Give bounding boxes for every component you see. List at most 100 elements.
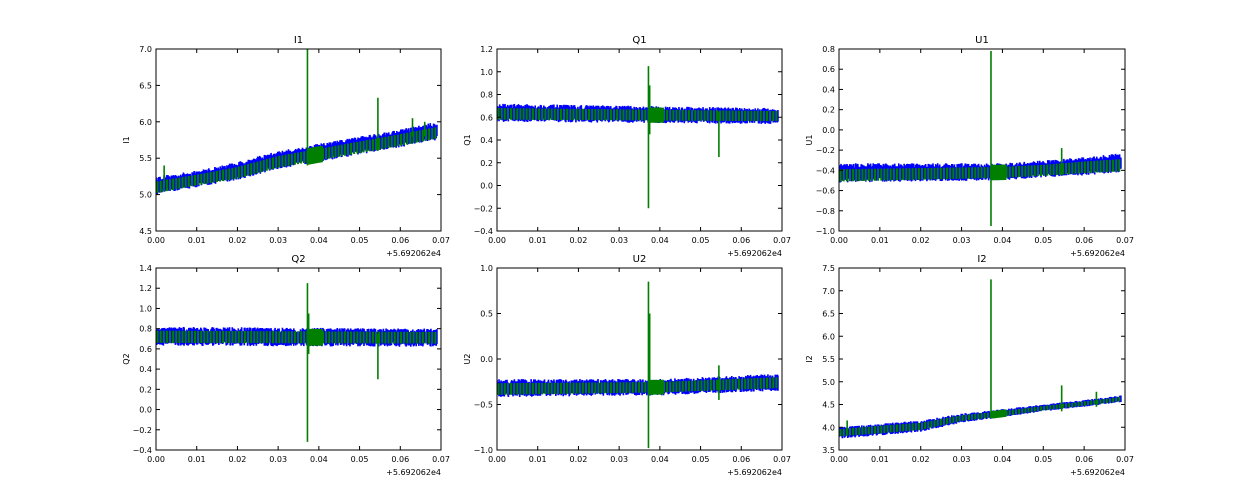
x-tick-label: 0.01 xyxy=(871,236,889,245)
axes-background xyxy=(156,268,441,450)
y-tick-label: 0.6 xyxy=(480,113,493,122)
x-offset-label: +5.692062e4 xyxy=(727,468,782,477)
subplot-title: I1 xyxy=(294,35,303,46)
y-tick-label: 0.0 xyxy=(822,126,835,135)
x-tick-label: 0.06 xyxy=(1075,236,1093,245)
y-tick-label: −0.2 xyxy=(474,204,493,213)
axes-background xyxy=(839,268,1125,450)
x-offset-label: +5.692062e4 xyxy=(386,468,441,477)
x-offset-label: +5.692062e4 xyxy=(727,249,782,258)
axes-background xyxy=(497,268,782,450)
y-tick-label: −0.5 xyxy=(474,401,493,410)
subplot-title: U2 xyxy=(633,254,647,265)
x-tick-label: 0.05 xyxy=(351,236,369,245)
series-band-blue xyxy=(497,103,779,124)
x-tick-label: 0.03 xyxy=(953,455,971,464)
x-tick-label: 0.06 xyxy=(391,236,409,245)
y-tick-label: −0.4 xyxy=(474,227,493,236)
x-tick-label: 0.06 xyxy=(391,455,409,464)
y-tick-label: −1.0 xyxy=(474,446,493,455)
y-tick-label: 1.2 xyxy=(480,45,493,54)
y-tick-label: −0.4 xyxy=(816,166,835,175)
y-tick-label: 0.6 xyxy=(139,345,152,354)
x-tick-label: 0.07 xyxy=(773,455,791,464)
plot-area xyxy=(497,281,779,449)
y-tick-label: −0.2 xyxy=(133,426,152,435)
x-tick-label: 0.07 xyxy=(773,236,791,245)
x-tick-label: 0.04 xyxy=(651,455,669,464)
x-tick-label: 0.03 xyxy=(610,455,628,464)
y-tick-label: 5.5 xyxy=(822,355,835,364)
y-tick-label: 7.0 xyxy=(139,45,152,54)
x-tick-label: 0.03 xyxy=(269,236,287,245)
series-green-cluster xyxy=(307,328,323,346)
y-axis-label: Q1 xyxy=(463,134,472,145)
subplot-title: Q1 xyxy=(632,35,646,46)
y-tick-label: 0.6 xyxy=(822,65,835,74)
y-tick-label: −0.4 xyxy=(133,446,152,455)
y-tick-label: −0.6 xyxy=(816,187,835,196)
y-tick-label: 5.0 xyxy=(822,378,835,387)
series-band-blue xyxy=(497,374,779,397)
y-tick-label: 0.5 xyxy=(480,310,493,319)
y-tick-label: 0.8 xyxy=(139,325,152,334)
y-tick-label: −1.0 xyxy=(816,227,835,236)
y-tick-label: 6.5 xyxy=(139,81,152,90)
y-tick-label: 5.0 xyxy=(139,191,152,200)
x-tick-label: 0.03 xyxy=(269,455,287,464)
x-tick-label: 0.02 xyxy=(912,236,930,245)
x-tick-label: 0.01 xyxy=(188,236,206,245)
x-tick-label: 0.06 xyxy=(732,236,750,245)
x-tick-label: 0.01 xyxy=(871,455,889,464)
x-tick-label: 0.01 xyxy=(188,455,206,464)
axes-background xyxy=(497,49,782,231)
x-tick-label: 0.01 xyxy=(529,236,547,245)
y-tick-label: 1.2 xyxy=(139,284,152,293)
y-tick-label: 4.5 xyxy=(139,227,152,236)
x-tick-label: 0.00 xyxy=(488,455,506,464)
y-tick-label: 1.0 xyxy=(139,304,152,313)
x-tick-label: 0.00 xyxy=(147,455,165,464)
x-tick-label: 0.04 xyxy=(651,236,669,245)
plot-area xyxy=(497,66,779,209)
x-tick-label: 0.04 xyxy=(310,236,328,245)
x-offset-label: +5.692062e4 xyxy=(1070,468,1125,477)
y-tick-label: 0.0 xyxy=(480,182,493,191)
y-tick-label: 0.4 xyxy=(822,85,835,94)
plot-area xyxy=(839,51,1122,226)
subplot-title: I2 xyxy=(977,254,986,265)
y-tick-label: 7.5 xyxy=(822,264,835,273)
x-tick-label: 0.05 xyxy=(1034,455,1052,464)
axes-frame xyxy=(838,48,1126,232)
x-tick-label: 0.00 xyxy=(488,236,506,245)
y-tick-label: 0.2 xyxy=(139,385,152,394)
axes-background xyxy=(839,49,1125,231)
y-tick-label: 1.0 xyxy=(480,264,493,273)
x-tick-label: 0.00 xyxy=(147,236,165,245)
y-tick-label: 0.0 xyxy=(480,355,493,364)
plot-area xyxy=(156,49,438,195)
x-tick-label: 0.03 xyxy=(953,236,971,245)
x-tick-label: 0.07 xyxy=(432,236,450,245)
y-tick-label: 7.0 xyxy=(822,287,835,296)
y-axis-label: I2 xyxy=(805,355,814,362)
series-green-cluster xyxy=(648,379,664,395)
x-tick-label: 0.02 xyxy=(912,455,930,464)
y-tick-label: −0.2 xyxy=(816,146,835,155)
y-axis-label: Q2 xyxy=(122,353,131,364)
subplot-title: U1 xyxy=(975,35,989,46)
plot-area xyxy=(156,283,438,442)
subplot-u1: 0.00 0.01 0.02 0.03 0.04 0.05 0.06 0.07 −1.0 −0.8… xyxy=(805,35,1134,258)
y-tick-label: 3.5 xyxy=(822,446,835,455)
y-tick-label: 4.0 xyxy=(822,423,835,432)
x-tick-label: 0.07 xyxy=(432,455,450,464)
y-tick-label: 6.5 xyxy=(822,310,835,319)
x-offset-label: +5.692062e4 xyxy=(386,249,441,258)
x-tick-label: 0.04 xyxy=(994,236,1012,245)
series-band-blue xyxy=(839,153,1122,183)
y-axis-label: U2 xyxy=(463,354,472,365)
subplot-q2: 0.00 0.01 0.02 0.03 0.04 0.05 0.06 0.07 −0.4 −0.2… xyxy=(122,254,450,477)
subplot-i2: 0.00 0.01 0.02 0.03 0.04 0.05 0.06 0.07 3.5 4.0 4.… xyxy=(805,254,1134,477)
x-tick-label: 0.02 xyxy=(229,236,247,245)
